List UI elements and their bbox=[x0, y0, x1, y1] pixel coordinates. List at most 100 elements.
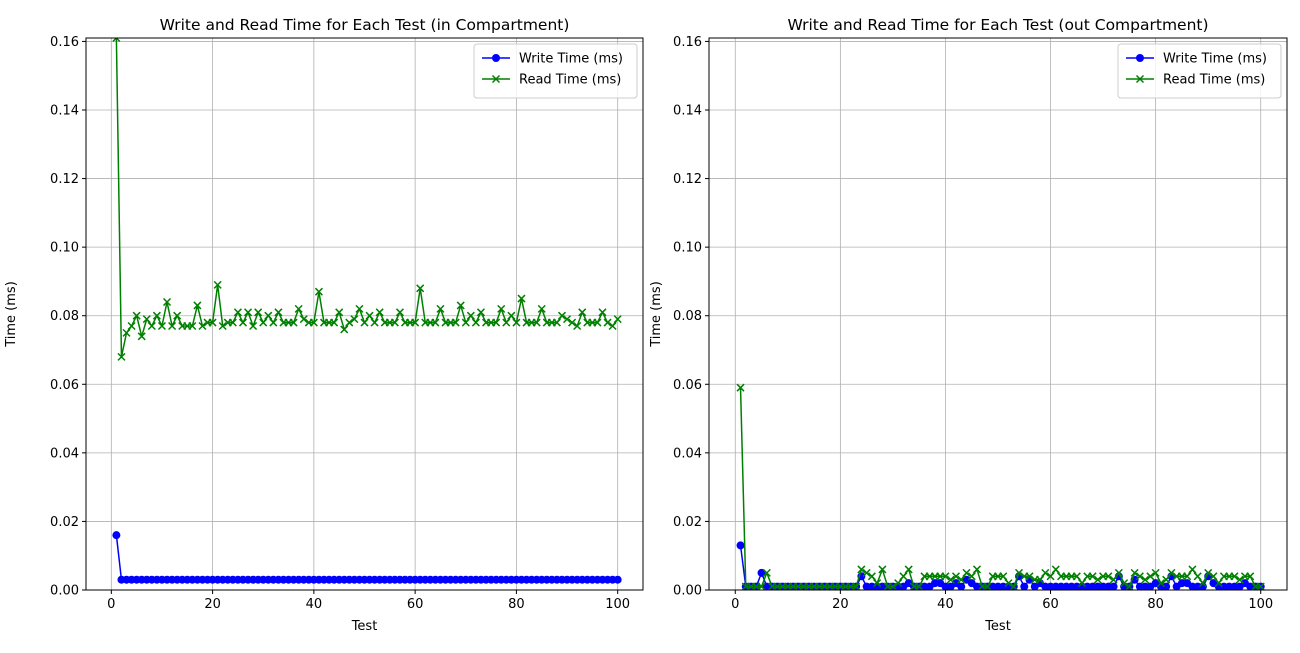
x-tick-label: 40 bbox=[937, 597, 954, 612]
read-time-point bbox=[1025, 572, 1034, 581]
y-tick-label: 0.10 bbox=[50, 241, 79, 256]
read-time-point bbox=[852, 582, 861, 590]
chart-panel-1: 0 20 40 60 80 100 0.00 0.02 0.04 0.06 0.08 0.10 0.12… bbox=[4, 16, 644, 634]
read-time-point bbox=[456, 301, 465, 310]
read-time-point bbox=[365, 311, 374, 320]
write-time-point bbox=[1109, 582, 1118, 590]
read-time-point bbox=[152, 311, 161, 320]
read-time-point bbox=[593, 318, 602, 327]
read-time-point bbox=[904, 565, 913, 574]
legend: Write Time (ms) Read Time (ms) bbox=[1117, 43, 1282, 99]
read-time-point bbox=[370, 318, 379, 327]
read-time-point bbox=[451, 318, 460, 327]
read-time-point bbox=[1162, 575, 1171, 584]
read-time-point bbox=[573, 321, 582, 331]
write-time-point bbox=[957, 582, 966, 590]
read-time-point bbox=[117, 352, 126, 361]
chart-title: Write and Read Time for Each Test (in Co… bbox=[160, 16, 570, 34]
x-tick-label: 60 bbox=[407, 597, 424, 612]
legend-label-2: Read Time (ms) bbox=[1163, 73, 1265, 88]
read-time-point bbox=[471, 318, 480, 327]
read-time-point bbox=[967, 572, 976, 581]
series-layer bbox=[736, 383, 1265, 590]
read-time-point bbox=[1114, 568, 1123, 577]
read-time-point bbox=[613, 315, 622, 324]
read-time-point bbox=[208, 318, 217, 327]
read-time-point bbox=[1041, 568, 1050, 577]
read-time-point bbox=[269, 318, 278, 327]
read-time-point bbox=[122, 328, 131, 337]
read-time-point bbox=[941, 572, 950, 581]
y-tick-label: 0.08 bbox=[50, 309, 79, 324]
read-time-point bbox=[532, 318, 541, 327]
read-time-point bbox=[1198, 579, 1207, 588]
x-tick-label: 20 bbox=[204, 597, 221, 612]
x-axis-label: Test bbox=[351, 619, 378, 634]
read-time-point bbox=[436, 304, 445, 313]
series-layer bbox=[112, 38, 622, 584]
write-time-point bbox=[1020, 582, 1029, 590]
read-time-point bbox=[335, 308, 344, 317]
read-time-point bbox=[1004, 579, 1013, 588]
read-time-point bbox=[112, 38, 121, 43]
read-time-point bbox=[1209, 572, 1218, 581]
read-time-point bbox=[476, 308, 485, 317]
read-time-point bbox=[244, 308, 253, 317]
y-axis-label: Time (ms) bbox=[4, 281, 19, 348]
y-tick-label: 0.16 bbox=[50, 35, 79, 50]
x-tick-label: 40 bbox=[306, 597, 323, 612]
read-time-point bbox=[314, 287, 323, 296]
y-tick-label: 0.12 bbox=[50, 172, 79, 187]
read-time-point bbox=[461, 318, 470, 327]
legend-box bbox=[1117, 43, 1282, 99]
read-time-point bbox=[274, 308, 283, 317]
read-time-point bbox=[1109, 575, 1118, 584]
read-time-point bbox=[142, 315, 151, 324]
read-time-point bbox=[1156, 579, 1165, 588]
y-tick-label: 0.00 bbox=[50, 584, 79, 599]
y-tick-label: 0.04 bbox=[50, 446, 79, 461]
read-time-point bbox=[355, 304, 364, 313]
x-tick-label: 0 bbox=[731, 597, 739, 612]
read-time-point bbox=[512, 318, 521, 327]
read-time-point bbox=[1130, 568, 1139, 577]
legend: Write Time (ms) Read Time (ms) bbox=[473, 43, 638, 99]
y-tick-label: 0.08 bbox=[673, 309, 702, 324]
read-time-point bbox=[598, 308, 607, 317]
x-tick-label: 100 bbox=[605, 597, 630, 612]
read-time-point bbox=[330, 318, 339, 327]
read-time-point bbox=[1014, 568, 1024, 577]
read-time-point bbox=[1214, 579, 1223, 588]
read-time-point bbox=[254, 308, 263, 317]
read-time-point bbox=[127, 321, 136, 331]
read-time-point bbox=[350, 315, 359, 324]
y-axis-label: Time (ms) bbox=[649, 281, 664, 348]
read-time-point bbox=[873, 579, 882, 588]
read-time-point bbox=[552, 318, 561, 327]
x-tick-label: 100 bbox=[1248, 597, 1273, 612]
read-time-point bbox=[502, 318, 511, 327]
read-time-point bbox=[537, 304, 546, 313]
x-tick-label: 0 bbox=[107, 597, 115, 612]
y-tick-label: 0.06 bbox=[50, 378, 79, 393]
read-time-point bbox=[862, 568, 871, 577]
read-time-point bbox=[264, 311, 273, 320]
read-time-point bbox=[1151, 568, 1160, 577]
read-time-point bbox=[466, 311, 475, 320]
chart-panel-2: 0 20 40 60 80 100 0.00 0.02 0.04 0.06 0.08 0.10 0.12… bbox=[649, 16, 1288, 634]
legend-marker-x bbox=[491, 74, 501, 84]
read-time-point bbox=[1235, 575, 1244, 584]
read-time-point bbox=[757, 582, 766, 590]
read-time-point bbox=[1146, 572, 1155, 581]
axes-frame bbox=[85, 37, 644, 591]
read-time-point bbox=[1135, 572, 1144, 581]
x-tick-label: 80 bbox=[508, 597, 525, 612]
legend-marker-circle bbox=[492, 54, 500, 62]
x-tick-label: 20 bbox=[832, 597, 849, 612]
read-time-point bbox=[173, 311, 182, 320]
read-time-point bbox=[1036, 575, 1045, 584]
read-time-point bbox=[608, 321, 617, 331]
y-tick-label: 0.12 bbox=[673, 172, 702, 187]
read-time-point bbox=[578, 308, 587, 317]
